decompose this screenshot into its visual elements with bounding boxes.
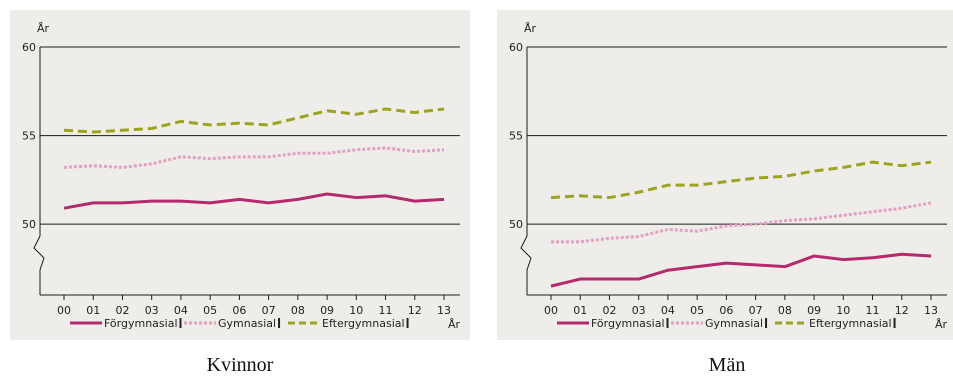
x-tick-label-03: 03 <box>145 304 159 317</box>
x-tick-label-13: 13 <box>924 304 938 317</box>
caption-kvinnor: Kvinnor <box>206 354 274 376</box>
y-tick-label-60: 60 <box>509 41 523 54</box>
x-tick-label-01: 01 <box>86 304 100 317</box>
x-tick-label-11: 11 <box>379 304 393 317</box>
y-axis-label: År <box>524 22 537 35</box>
legend-end-bar <box>179 318 182 328</box>
series-line-eftergymnasial <box>550 160 932 200</box>
x-axis-label: År <box>448 318 461 331</box>
y-tick-label-50: 50 <box>509 218 523 231</box>
x-tick-label-03: 03 <box>632 304 646 317</box>
series-line-gymnasial <box>551 201 932 244</box>
x-tick-label-01: 01 <box>573 304 587 317</box>
x-tick-label-04: 04 <box>661 304 675 317</box>
x-tick-label-04: 04 <box>174 304 188 317</box>
x-tick-label-02: 02 <box>602 304 616 317</box>
x-tick-label-09: 09 <box>320 304 334 317</box>
chart-panel-man: 50 55 60 År 00 01 02 03 04 05 06 07 08 09 10 11 12 13 År Fö… <box>497 10 953 340</box>
legend-end-bar <box>406 318 409 328</box>
x-tick-label-05: 05 <box>203 304 217 317</box>
legend-label-gymnasial: Gymnasial <box>218 317 276 330</box>
legend-label-förgymnasial: Förgymnasial <box>591 317 665 330</box>
x-tick-label-09: 09 <box>807 304 821 317</box>
x-tick-label-08: 08 <box>291 304 305 317</box>
x-tick-label-10: 10 <box>836 304 850 317</box>
x-tick-label-05: 05 <box>690 304 704 317</box>
x-tick-label-11: 11 <box>866 304 880 317</box>
legend-end-bar <box>278 318 281 328</box>
x-tick-label-07: 07 <box>749 304 763 317</box>
x-tick-label-00: 00 <box>544 304 558 317</box>
legend-end-bar <box>893 318 896 328</box>
y-tick-label-60: 60 <box>22 41 36 54</box>
x-tick-label-06: 06 <box>719 304 733 317</box>
legend-label-förgymnasial: Förgymnasial <box>104 317 178 330</box>
series-line-förgymnasial <box>63 192 445 210</box>
x-tick-label-02: 02 <box>115 304 129 317</box>
series-line-eftergymnasial <box>63 107 445 134</box>
x-tick-label-00: 00 <box>57 304 71 317</box>
legend-end-bar <box>666 318 669 328</box>
y-tick-label-50: 50 <box>22 218 36 231</box>
series-line-gymnasial <box>63 146 445 169</box>
x-tick-label-12: 12 <box>895 304 909 317</box>
y-axis <box>520 47 532 295</box>
x-tick-label-08: 08 <box>778 304 792 317</box>
series-line-förgymnasial <box>550 252 932 288</box>
legend-end-bar <box>765 318 768 328</box>
y-tick-label-55: 55 <box>509 130 523 143</box>
legend-label-eftergymnasial: Eftergymnasial <box>322 317 405 330</box>
x-tick-label-12: 12 <box>408 304 422 317</box>
x-tick-label-06: 06 <box>232 304 246 317</box>
x-tick-label-13: 13 <box>437 304 451 317</box>
y-axis-label: År <box>37 22 50 35</box>
legend-label-eftergymnasial: Eftergymnasial <box>809 317 892 330</box>
x-tick-label-10: 10 <box>349 304 363 317</box>
x-axis-label: År <box>935 318 948 331</box>
legend-label-gymnasial: Gymnasial <box>705 317 763 330</box>
x-tick-label-07: 07 <box>262 304 276 317</box>
caption-man: Män <box>708 354 746 376</box>
y-tick-label-55: 55 <box>22 130 36 143</box>
y-axis <box>33 47 45 295</box>
chart-panel-kvinnor: 50 55 60 År 00 01 02 03 04 05 06 07 08 09 10 11 12 13 År Fö… <box>10 10 470 340</box>
